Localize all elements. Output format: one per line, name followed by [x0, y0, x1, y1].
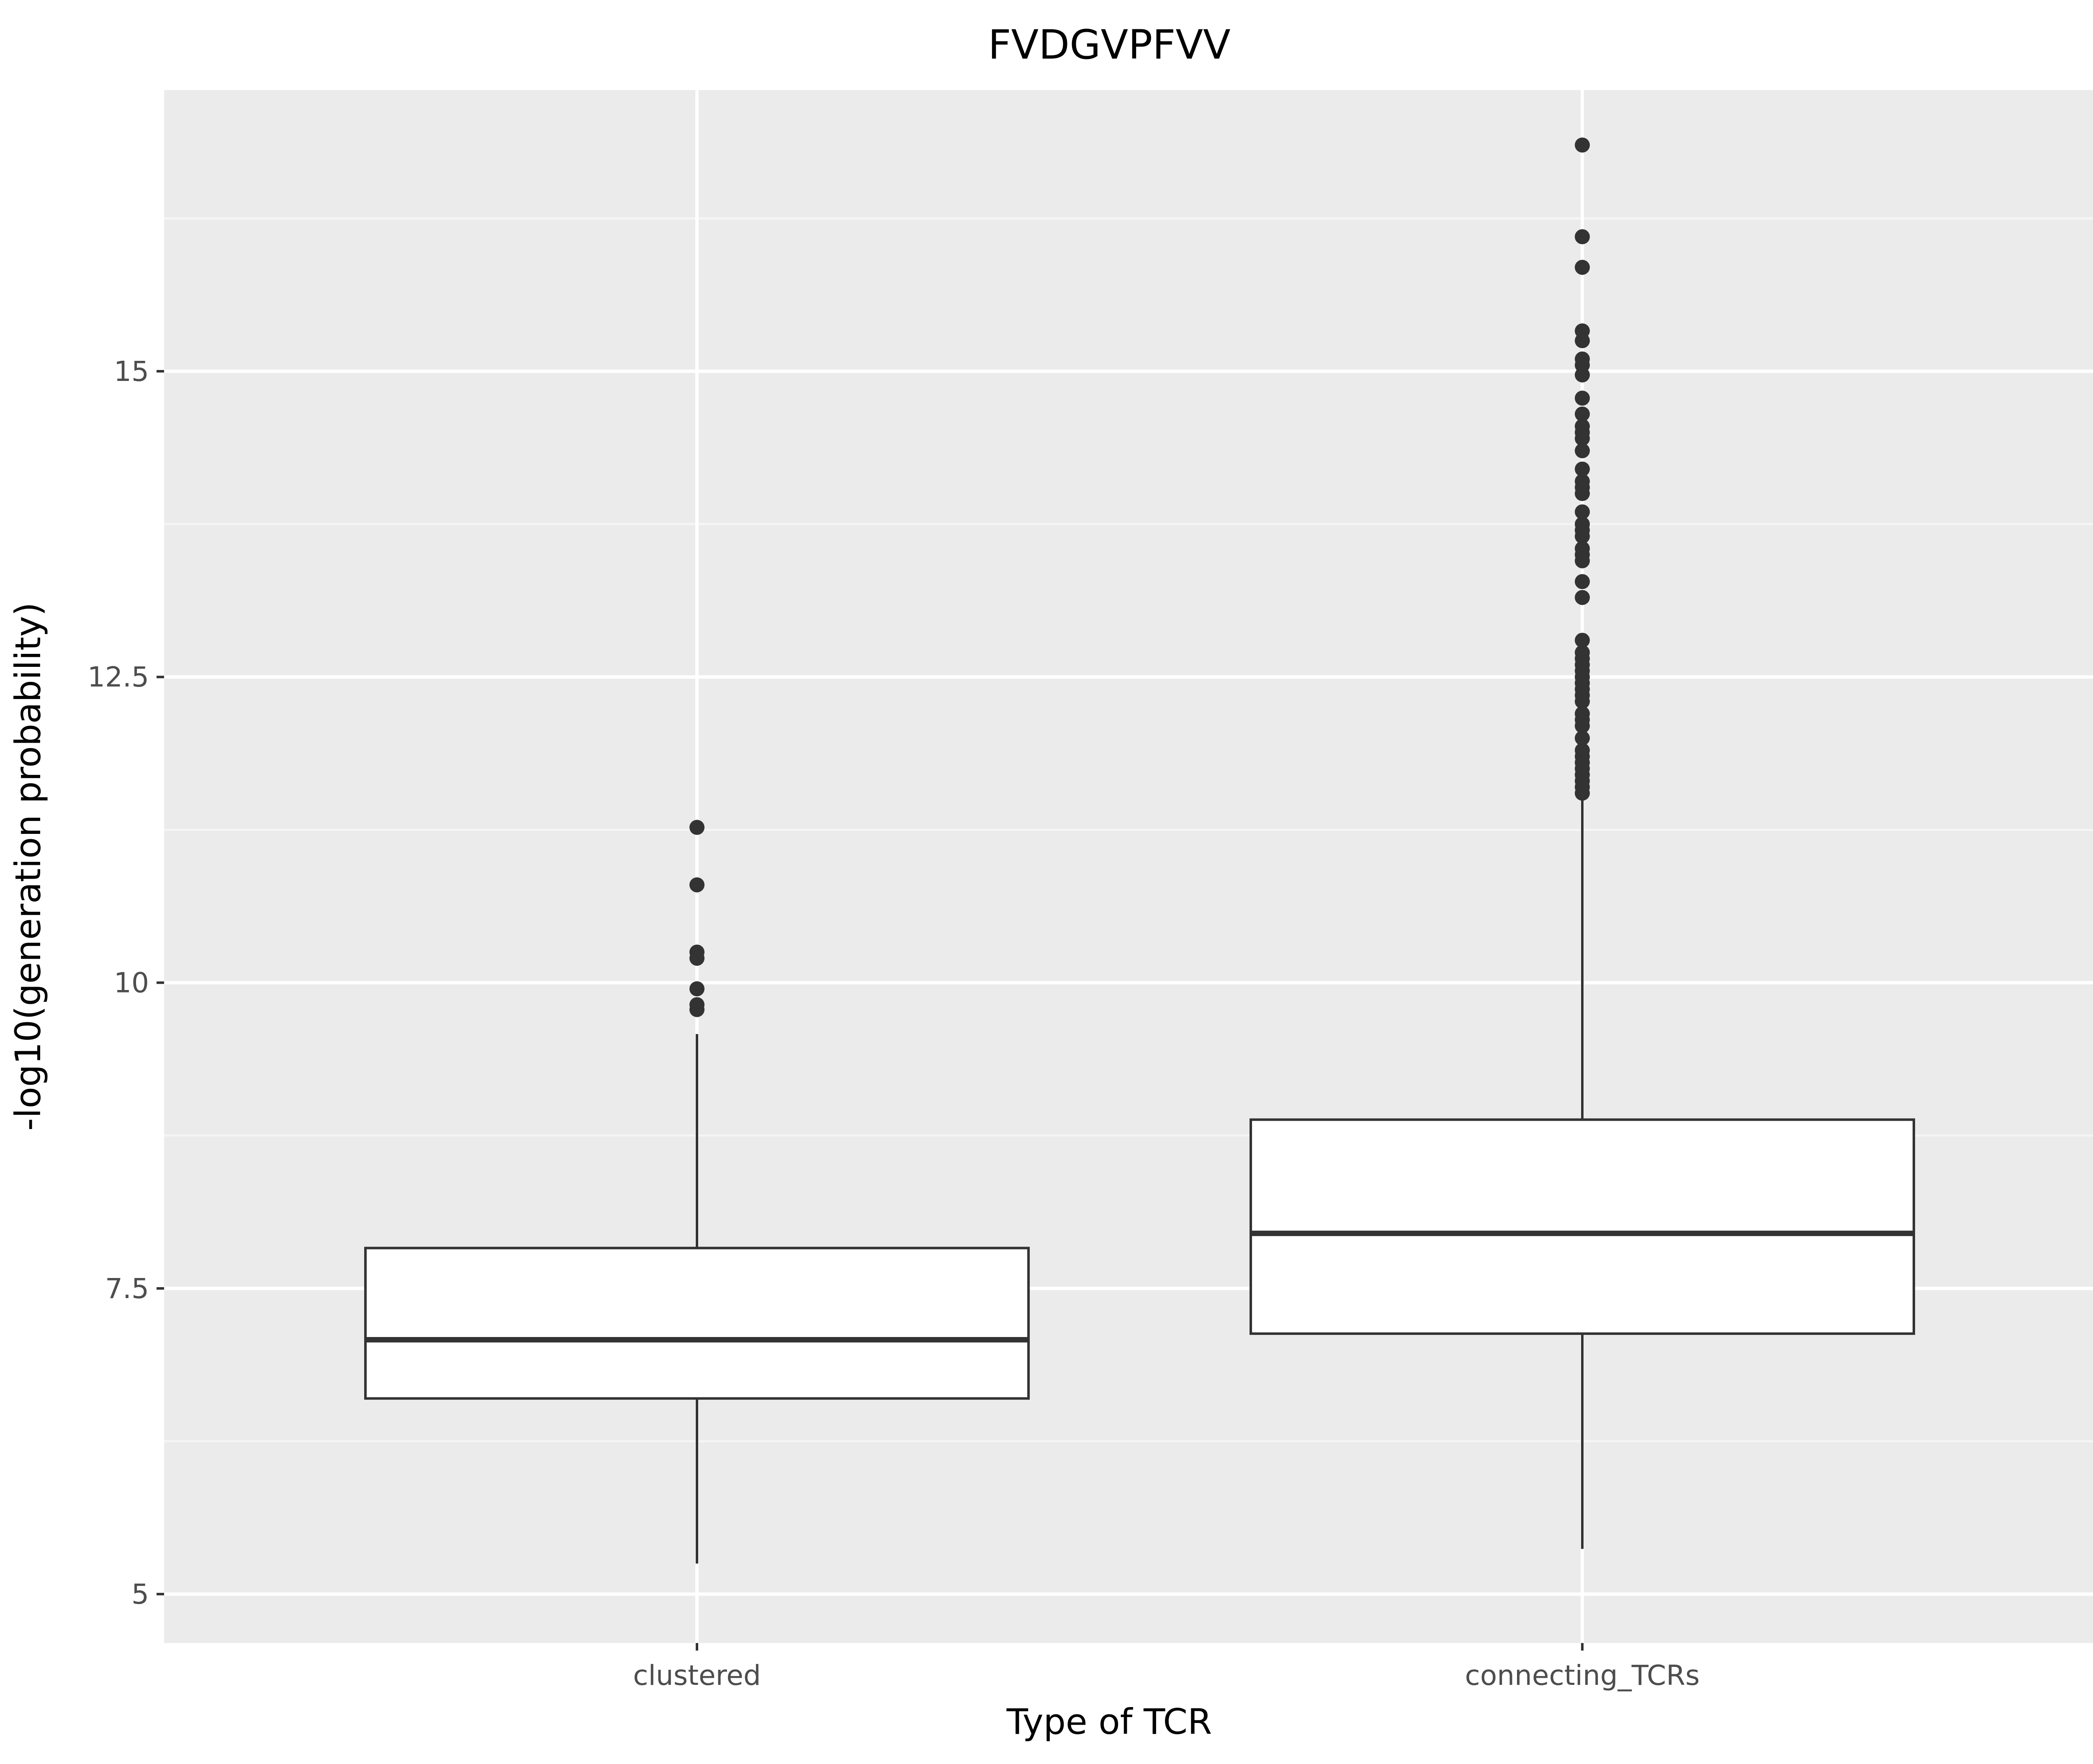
outlier-point — [1575, 323, 1590, 339]
outlier-point — [1575, 260, 1590, 275]
outlier-point — [1575, 574, 1590, 589]
outlier-point — [1575, 645, 1590, 660]
outlier-point — [1575, 351, 1590, 367]
outlier-point — [689, 877, 705, 892]
box-group-clustered — [364, 1034, 1030, 1564]
y-tick-label: 10 — [114, 967, 149, 999]
outlier-point — [1575, 706, 1590, 721]
outlier-point — [1575, 541, 1590, 556]
outlier-point — [1575, 419, 1590, 434]
x-axis-title: Type of TCR — [1006, 1701, 1212, 1742]
outlier-point — [1575, 443, 1590, 458]
box-group-connecting_TCRs — [1250, 797, 1915, 1549]
outlier-point — [1575, 406, 1590, 422]
outlier-point — [1575, 590, 1590, 605]
outlier-point — [1575, 229, 1590, 244]
y-tick-label: 7.5 — [105, 1273, 149, 1305]
outlier-point — [1575, 633, 1590, 648]
outlier-point — [1575, 743, 1590, 758]
y-tick-label: 12.5 — [87, 661, 149, 693]
outlier-point — [1575, 461, 1590, 477]
outlier-point — [689, 944, 705, 960]
outlier-point — [1575, 517, 1590, 532]
plot-panel — [164, 90, 2093, 1643]
y-axis-title: -log10(generation probability) — [8, 602, 49, 1131]
outlier-point — [689, 997, 705, 1013]
outlier-point — [1575, 473, 1590, 489]
axes: 5 7.5 10 12.5 15 clustered connecting_TCRs — [87, 355, 1700, 1692]
y-tick-label: 15 — [114, 355, 149, 388]
outlier-point — [689, 981, 705, 997]
outlier-point — [1575, 730, 1590, 746]
boxes — [364, 797, 1915, 1564]
outlier-point — [1575, 504, 1590, 519]
outlier-point — [689, 820, 705, 835]
x-tick-label: connecting_TCRs — [1465, 1659, 1700, 1692]
box-rect — [1250, 1118, 1915, 1335]
outlier-point — [1575, 391, 1590, 406]
outlier-points — [689, 137, 1590, 1017]
outlier-point — [1575, 137, 1590, 153]
chart-title: FVDGVPFVV — [988, 21, 1230, 68]
x-tick-label: clustered — [633, 1659, 761, 1692]
box-rect — [364, 1247, 1030, 1400]
y-tick-label: 5 — [131, 1578, 149, 1610]
